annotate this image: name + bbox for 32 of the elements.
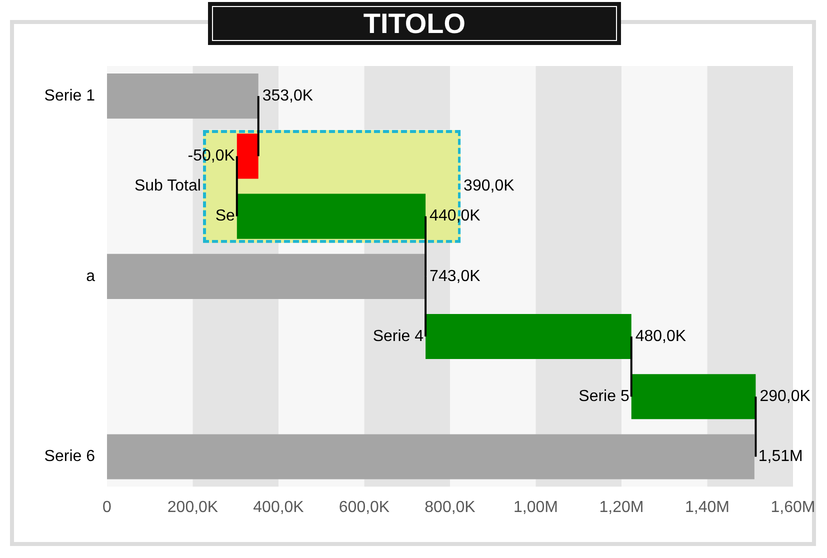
chart-title: TITOLO (212, 6, 617, 41)
x-tick-label: 1,40M (685, 498, 730, 516)
data-label: 743,0K (430, 268, 481, 285)
bar (631, 374, 756, 420)
data-label: 440,0K (430, 208, 481, 225)
x-tick-label: 200,0K (167, 498, 218, 516)
y-tick-label: Serie 5 (578, 388, 630, 406)
data-label: 353,0K (262, 87, 314, 104)
annotation: Sub Total (134, 178, 201, 195)
bar (107, 254, 426, 299)
bar (236, 194, 426, 239)
x-tick-label: 0 (102, 498, 112, 516)
data-label: -50,0K (188, 148, 236, 165)
bar (426, 314, 632, 360)
x-tick-label: 1,60M (770, 498, 816, 516)
bar (236, 134, 258, 179)
annotation: 390,0K (464, 178, 515, 195)
bar (107, 434, 754, 480)
x-tick-label: 800,0K (424, 498, 476, 516)
x-tick-label: 600,0K (338, 498, 390, 516)
x-tick-label: 1,00M (514, 498, 558, 516)
y-tick-label: Serie 4 (372, 328, 424, 345)
y-tick-label: Serie 1 (44, 87, 96, 104)
x-tick-label: 400,0K (253, 498, 304, 516)
data-label: 480,0K (635, 328, 686, 345)
data-label: 1,51M (758, 448, 803, 466)
y-tick-label: Serie 6 (44, 448, 96, 466)
x-tick-label: 1,20M (599, 498, 644, 516)
y-tick-label: Se (215, 208, 236, 225)
data-label: 290,0K (760, 388, 811, 406)
bar (107, 74, 258, 119)
y-tick-label: a (86, 268, 96, 285)
